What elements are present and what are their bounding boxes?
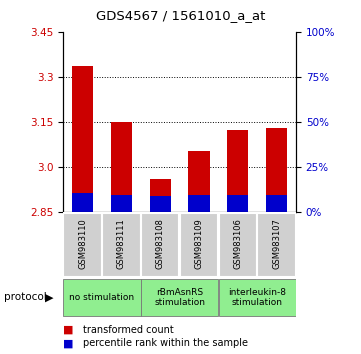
Text: GSM983106: GSM983106 <box>233 218 242 269</box>
Bar <box>72 67 93 212</box>
Text: ■: ■ <box>63 338 74 348</box>
Text: GSM983108: GSM983108 <box>156 218 165 269</box>
Text: GDS4567 / 1561010_a_at: GDS4567 / 1561010_a_at <box>96 9 265 22</box>
Bar <box>188 151 210 212</box>
Bar <box>64 279 140 316</box>
Text: rBmAsnRS
stimulation: rBmAsnRS stimulation <box>154 288 205 307</box>
Bar <box>266 195 287 212</box>
Bar <box>111 122 132 212</box>
Text: transformed count: transformed count <box>83 325 174 335</box>
Bar <box>72 193 93 212</box>
Text: GSM983107: GSM983107 <box>272 218 281 269</box>
Bar <box>149 196 171 212</box>
Bar <box>102 213 140 277</box>
Bar <box>266 128 287 212</box>
Bar <box>141 213 179 277</box>
Text: GSM983109: GSM983109 <box>195 218 204 269</box>
Text: percentile rank within the sample: percentile rank within the sample <box>83 338 248 348</box>
Text: no stimulation: no stimulation <box>69 293 135 302</box>
Text: GSM983111: GSM983111 <box>117 218 126 269</box>
Bar <box>111 195 132 212</box>
Bar <box>64 213 102 277</box>
Bar <box>219 213 257 277</box>
Bar <box>149 179 171 212</box>
Text: GSM983110: GSM983110 <box>78 218 87 269</box>
Bar <box>227 195 248 212</box>
Bar <box>141 279 218 316</box>
Text: interleukin-8
stimulation: interleukin-8 stimulation <box>228 288 286 307</box>
Bar <box>219 279 296 316</box>
Bar <box>180 213 218 277</box>
Text: ▶: ▶ <box>44 292 53 302</box>
Bar <box>227 130 248 212</box>
Text: protocol: protocol <box>4 292 46 302</box>
Bar <box>188 195 210 212</box>
Text: ■: ■ <box>63 325 74 335</box>
Bar <box>257 213 296 277</box>
